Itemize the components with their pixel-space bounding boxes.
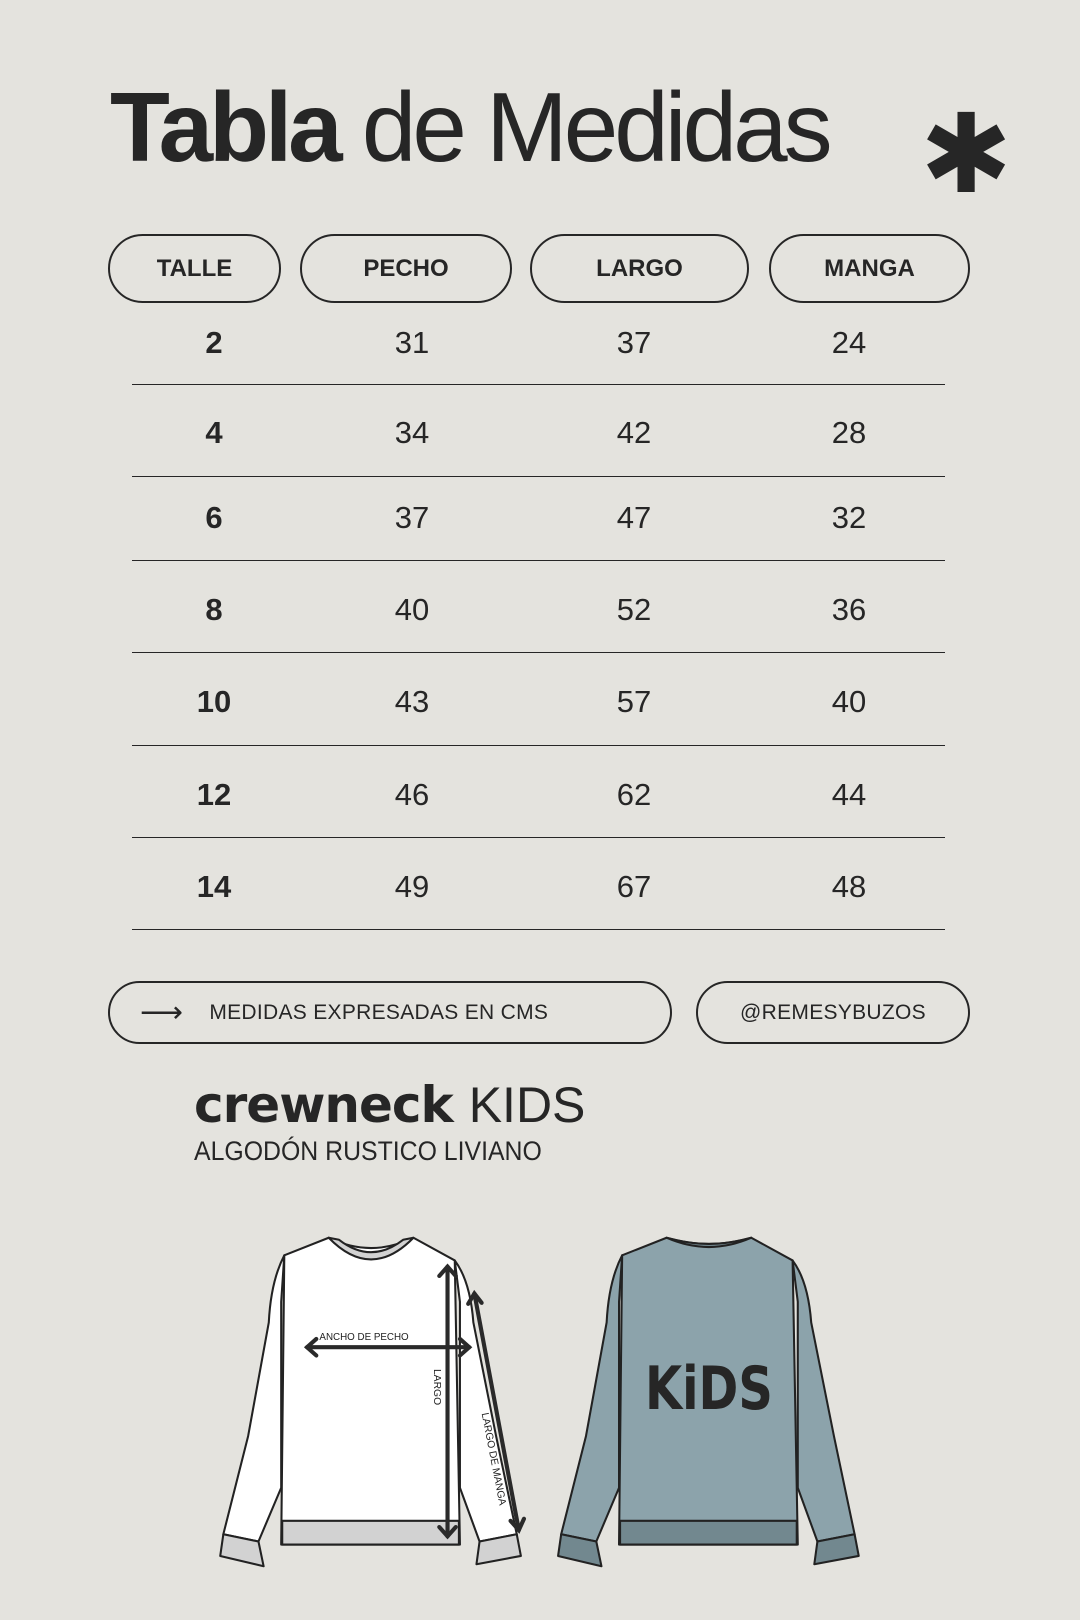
row-divider xyxy=(132,652,945,653)
size-cell: 4 xyxy=(205,415,223,450)
manga-cell: 24 xyxy=(831,325,867,360)
manga-cell: 28 xyxy=(831,415,867,450)
largo-cell: 57 xyxy=(616,684,652,719)
largo-cell: 67 xyxy=(616,869,652,904)
title-regular: de Medidas xyxy=(361,72,833,182)
row-divider xyxy=(132,476,945,477)
row-divider xyxy=(132,745,945,746)
size-cell: 8 xyxy=(205,592,223,627)
size-cell: 10 xyxy=(196,684,232,719)
right-sleeve xyxy=(453,1259,518,1543)
size-cell: 2 xyxy=(205,325,223,360)
largo-cell: 47 xyxy=(616,500,652,535)
chest-label: ANCHO DE PECHO xyxy=(319,1332,409,1343)
social-handle: @REMESYBUZOS xyxy=(696,981,970,1044)
sleeve-arrow xyxy=(472,1291,521,1533)
row-divider xyxy=(132,384,945,385)
manga-cell: 44 xyxy=(831,777,867,812)
length-label: LARGO xyxy=(431,1369,442,1405)
left-sleeve xyxy=(560,1254,624,1543)
pecho-cell: 46 xyxy=(394,777,430,812)
asterisk-icon: ✱ xyxy=(920,93,1013,216)
largo-cell: 52 xyxy=(616,592,652,627)
arrow-right-icon: ⟶ xyxy=(140,996,184,1029)
row-divider xyxy=(132,560,945,561)
size-cell: 14 xyxy=(196,869,232,904)
right-cuff xyxy=(813,1533,860,1566)
largo-cell: 37 xyxy=(616,325,652,360)
header-manga: MANGA xyxy=(769,234,970,303)
pecho-cell: 40 xyxy=(394,592,430,627)
header-talle: TALLE xyxy=(108,234,281,303)
left-cuff xyxy=(219,1533,265,1568)
pecho-cell: 43 xyxy=(394,684,430,719)
pecho-cell: 31 xyxy=(394,325,430,360)
collar xyxy=(327,1236,415,1261)
right-sleeve xyxy=(791,1259,856,1543)
units-note: ⟶ MEDIDAS EXPRESADAS EN CMS xyxy=(108,981,672,1044)
size-cell: 6 xyxy=(205,500,223,535)
back-print: KiDS xyxy=(645,1354,773,1424)
manga-cell: 40 xyxy=(831,684,867,719)
left-sleeve xyxy=(222,1254,286,1543)
largo-cell: 42 xyxy=(616,415,652,450)
front-sweater xyxy=(219,1236,522,1568)
handle-text: @REMESYBUZOS xyxy=(740,1000,926,1024)
row-divider xyxy=(132,837,945,838)
row-divider xyxy=(132,929,945,930)
product-name-bold: crewneck xyxy=(194,1076,454,1134)
collar xyxy=(665,1236,753,1249)
manga-cell: 36 xyxy=(831,592,867,627)
product-name-light: KIDS xyxy=(468,1077,586,1133)
manga-cell: 32 xyxy=(831,500,867,535)
hem-band xyxy=(619,1519,798,1546)
header-largo: LARGO xyxy=(530,234,749,303)
manga-cell: 48 xyxy=(831,869,867,904)
pecho-cell: 49 xyxy=(394,869,430,904)
header-pecho: PECHO xyxy=(300,234,512,303)
size-cell: 12 xyxy=(196,777,232,812)
header-label: PECHO xyxy=(363,254,449,282)
hem-band xyxy=(281,1519,460,1546)
product-name: crewneck KIDS xyxy=(194,1080,585,1130)
product-subtitle: ALGODÓN RUSTICO LIVIANO xyxy=(194,1136,542,1166)
left-cuff xyxy=(557,1533,603,1568)
page-title: Tabla de Medidas xyxy=(110,78,833,176)
header-label: TALLE xyxy=(156,254,233,282)
units-note-text: MEDIDAS EXPRESADAS EN CMS xyxy=(209,1000,549,1024)
back-sweater xyxy=(557,1236,860,1568)
measure-arrows xyxy=(303,1263,527,1540)
header-label: LARGO xyxy=(596,254,683,282)
title-bold: Tabla xyxy=(110,72,343,182)
header-label: MANGA xyxy=(824,254,915,282)
largo-cell: 62 xyxy=(616,777,652,812)
pecho-cell: 34 xyxy=(394,415,430,450)
pecho-cell: 37 xyxy=(394,500,430,535)
right-cuff xyxy=(475,1533,522,1566)
